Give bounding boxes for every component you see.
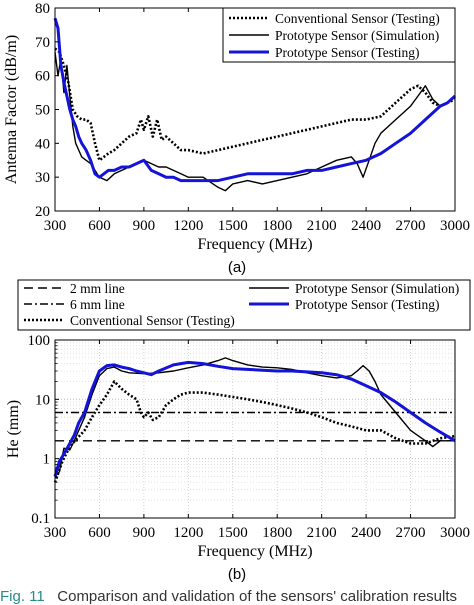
legend-label-b-1: 6 mm line — [70, 297, 125, 312]
y-axis-label: He (mm) — [5, 400, 22, 458]
subfigure-label-a: (a) — [228, 259, 246, 276]
x-tick-label: 3000 — [440, 218, 470, 234]
series-line-b-3 — [54, 357, 455, 477]
x-tick-label: 1500 — [218, 218, 248, 234]
x-tick-label: 1200 — [173, 525, 203, 541]
x-tick-label: 900 — [133, 525, 156, 541]
x-tick-label: 2400 — [351, 525, 381, 541]
x-tick-label: 900 — [133, 218, 156, 234]
x-tick-label: 1500 — [218, 525, 248, 541]
x-axis-label: Frequency (MHz) — [197, 543, 312, 560]
series-line-b-2 — [53, 380, 456, 483]
series-line-a-1 — [54, 51, 456, 192]
y-tick-label: 100 — [28, 333, 51, 349]
series-line-b-4 — [53, 360, 456, 477]
x-tick-label: 600 — [88, 525, 111, 541]
y-tick-label: 30 — [35, 170, 50, 186]
legend-label-b-2: Conventional Sensor (Testing) — [70, 313, 235, 328]
y-tick-label: 50 — [35, 103, 50, 119]
y-tick-label: 70 — [35, 35, 50, 51]
x-tick-label: 2700 — [396, 218, 426, 234]
plot-area-frame — [54, 339, 456, 519]
legend-label-b-4: Prototype Sensor (Testing) — [295, 297, 440, 312]
figure-caption: Fig. 11 Comparison and validation of the… — [0, 588, 474, 605]
y-tick-label: 80 — [35, 1, 50, 17]
x-tick-label: 300 — [44, 525, 67, 541]
caption-label: Fig. 11 — [0, 588, 45, 605]
legend-box-b — [17, 279, 471, 331]
legend-label-a-1: Prototype Sensor (Simulation) — [275, 28, 439, 43]
series-line-a-0 — [54, 47, 456, 162]
x-tick-label: 1800 — [262, 218, 292, 234]
caption-text: Comparison and validation of the sensors… — [57, 588, 458, 605]
y-axis-label: Antenna Factor (dB/m) — [3, 35, 20, 184]
x-axis-label: Frequency (MHz) — [197, 236, 312, 253]
x-tick-label: 2700 — [396, 525, 426, 541]
y-tick-label: 60 — [35, 69, 50, 85]
y-tick-label: 40 — [35, 136, 50, 152]
legend-label-a-0: Conventional Sensor (Testing) — [275, 11, 440, 26]
x-tick-label: 2100 — [307, 525, 337, 541]
legend-label-b-0: 2 mm line — [70, 281, 125, 296]
y-tick-label: 20 — [35, 204, 50, 220]
x-tick-label: 2100 — [307, 218, 337, 234]
y-tick-label: 0.1 — [31, 511, 50, 527]
x-tick-label: 3000 — [440, 525, 470, 541]
x-tick-label: 300 — [44, 218, 67, 234]
x-tick-label: 1200 — [173, 218, 203, 234]
series-line-a-2 — [53, 17, 457, 183]
x-tick-label: 1800 — [262, 525, 292, 541]
y-tick-label: 10 — [35, 392, 50, 408]
x-tick-label: 600 — [88, 218, 111, 234]
legend-label-a-2: Prototype Sensor (Testing) — [275, 45, 420, 60]
legend-label-b-3: Prototype Sensor (Simulation) — [295, 281, 459, 296]
subfigure-label-b: (b) — [228, 566, 246, 583]
x-tick-label: 2400 — [351, 218, 381, 234]
y-tick-label: 1 — [43, 452, 51, 468]
